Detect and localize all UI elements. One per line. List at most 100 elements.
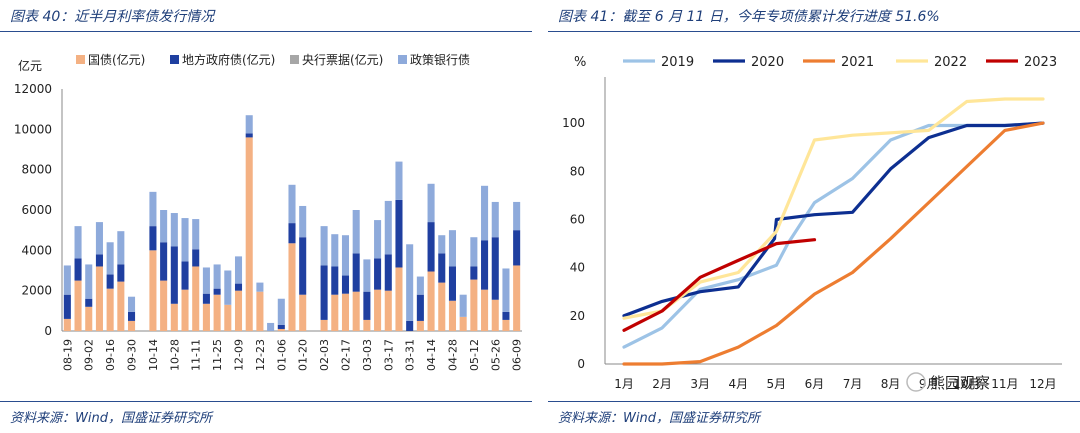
bar-segment	[181, 218, 189, 262]
bar-segment	[395, 199, 403, 268]
bar-segment	[395, 161, 403, 200]
bar-segment	[459, 316, 467, 331]
bar-segment	[363, 291, 371, 320]
bar-segment	[502, 319, 510, 331]
legend-label: 政策银行债	[410, 53, 470, 67]
bar-segment	[170, 246, 178, 304]
x-tick-label: 03-03	[361, 339, 374, 371]
bar-segment	[481, 289, 489, 331]
x-tick-label: 5月	[767, 377, 787, 391]
x-tick-label: 09-02	[83, 339, 96, 371]
x-tick-label: 7月	[843, 377, 863, 391]
y-tick-label: 8000	[21, 163, 52, 177]
bar-segment	[288, 243, 296, 331]
bar-segment	[181, 261, 189, 290]
x-tick-label: 04-28	[446, 339, 459, 371]
bar-segment	[245, 137, 253, 331]
bar-segment	[502, 268, 510, 312]
x-tick-label: 09-30	[126, 339, 139, 371]
bar-segment	[160, 242, 168, 281]
legend-label: 2022	[934, 55, 967, 70]
bar-segment	[470, 237, 478, 267]
bar-segment	[85, 264, 93, 299]
bar-segment	[128, 311, 136, 321]
bar-segment	[128, 296, 136, 312]
bar-segment	[395, 267, 403, 331]
bar-segment	[427, 183, 435, 223]
bar-segment	[481, 240, 489, 290]
right-source-rule	[548, 401, 1080, 402]
bar-segment	[202, 293, 210, 304]
legend-label: 2021	[841, 55, 874, 70]
bar-segment	[234, 283, 243, 291]
bar-segment	[85, 306, 93, 331]
y-tick-label: 40	[570, 261, 585, 275]
bar-segment	[245, 133, 253, 138]
left-source-rule	[0, 401, 532, 402]
y-tick-label: 100	[562, 116, 585, 130]
y-tick-label: 4000	[21, 243, 52, 257]
bar-segment	[363, 259, 371, 292]
bar-segment	[320, 265, 328, 320]
series-line	[622, 238, 817, 332]
bar-segment	[299, 237, 307, 295]
legend-label: 2019	[661, 55, 694, 70]
y-axis-unit: %	[574, 55, 586, 70]
legend-swatch	[76, 55, 85, 64]
watermark-logo-icon	[906, 372, 926, 392]
legend-label: 央行票据(亿元)	[302, 52, 383, 67]
right-source-note: 资料来源：Wind，国盛证券研究所	[558, 411, 760, 426]
x-tick-label: 6月	[805, 377, 825, 391]
x-tick-label: 03-31	[404, 339, 417, 371]
x-tick-label: 05-26	[489, 339, 502, 371]
bar-segment	[502, 311, 510, 320]
x-tick-label: 05-12	[468, 339, 481, 371]
bar-segment	[234, 290, 243, 331]
y-tick-label: 80	[570, 164, 585, 178]
x-tick-label: 03-17	[382, 339, 395, 371]
bar-segment	[448, 230, 456, 267]
bar-segment	[363, 319, 371, 331]
bar-segment	[95, 266, 103, 331]
bar-segment	[427, 271, 435, 331]
bar-segment	[438, 253, 446, 283]
bar-segment	[470, 266, 478, 280]
x-tick-label: 3月	[690, 377, 710, 391]
left-title-rule	[0, 31, 532, 32]
bar-segment	[277, 324, 285, 329]
series-line	[622, 121, 1045, 349]
legend-swatch	[290, 55, 299, 64]
bar-segment	[117, 281, 125, 331]
x-tick-label: 8月	[881, 377, 901, 391]
bar-segment	[170, 303, 178, 331]
x-tick-label: 12-09	[233, 339, 246, 371]
bar-segment	[95, 222, 103, 255]
bar-segment	[95, 254, 103, 267]
bar-segment	[74, 226, 82, 259]
bar-segment	[352, 291, 360, 331]
legend-swatch	[170, 55, 179, 64]
x-tick-label: 11月	[991, 377, 1018, 391]
bar-segment	[448, 300, 456, 331]
bar-segment	[106, 242, 114, 275]
bar-segment	[234, 256, 243, 284]
bar-segment	[74, 280, 82, 331]
bar-segment	[374, 220, 382, 259]
bar-segment	[128, 320, 136, 331]
bar-segment	[213, 288, 221, 295]
bar-segment	[192, 219, 200, 250]
bar-segment	[117, 231, 125, 265]
bar-segment	[384, 254, 392, 291]
bar-segment	[267, 322, 275, 331]
bar-segment	[63, 294, 71, 319]
x-tick-label: 11-25	[211, 339, 224, 371]
bar-segment	[299, 294, 307, 331]
bar-segment	[438, 235, 446, 254]
series-line	[622, 121, 1045, 318]
bar-segment	[288, 184, 296, 224]
bar-segment	[149, 250, 157, 331]
bar-segment	[256, 291, 264, 331]
bar-segment	[352, 253, 360, 292]
x-tick-label: 12-23	[254, 339, 267, 371]
